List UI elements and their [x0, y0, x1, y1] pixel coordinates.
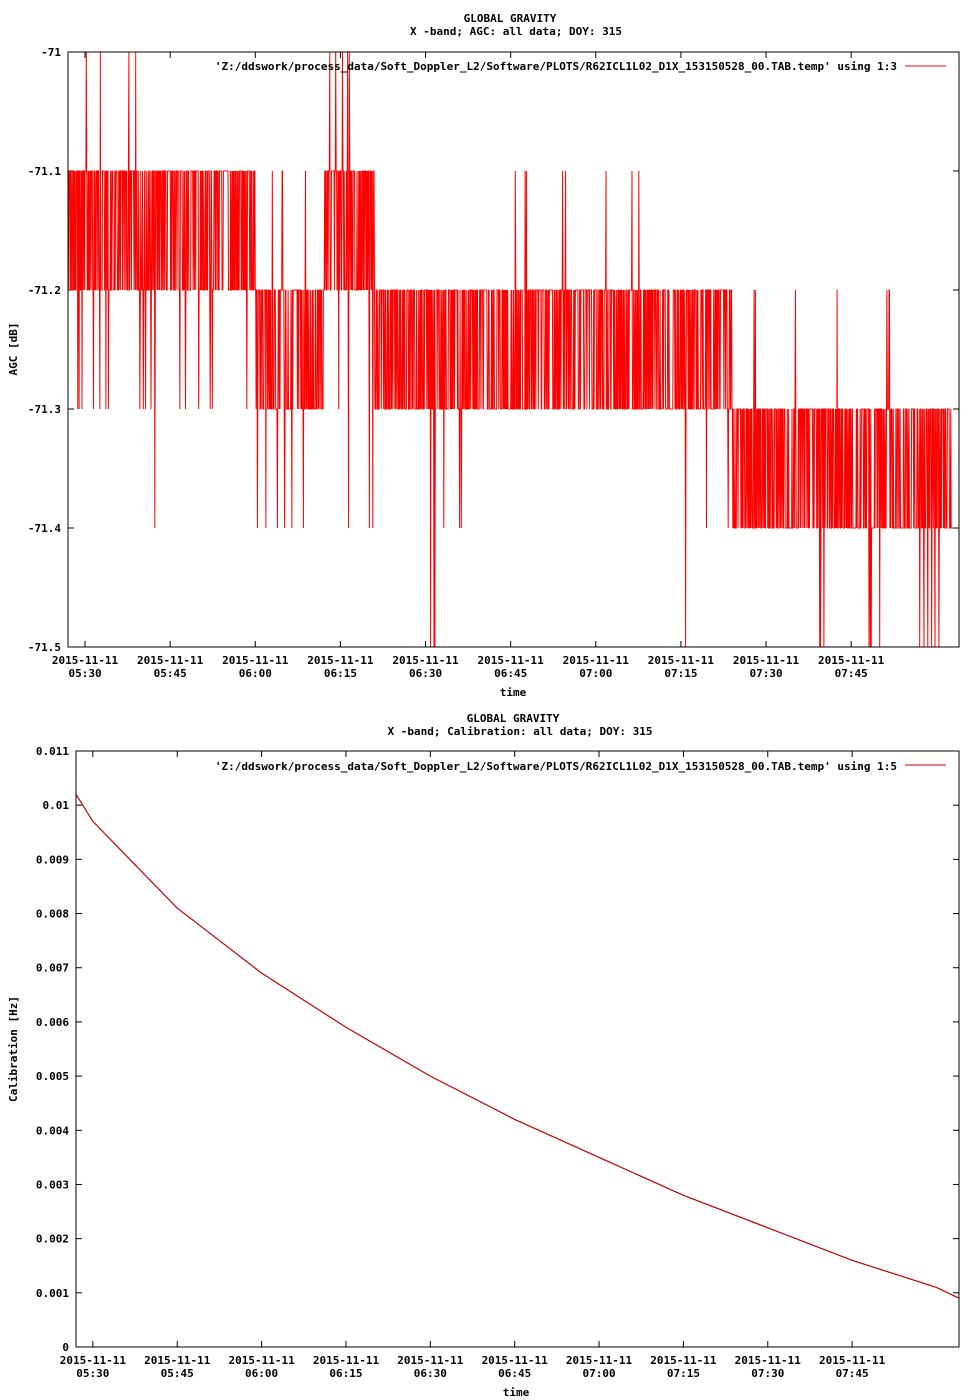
agc-y-tick-label: -71.2 — [28, 284, 61, 297]
calibration-y-tick-label: 0.01 — [43, 799, 70, 812]
calibration-x-tick-date: 2015-11-11 — [60, 1354, 127, 1367]
agc-x-tick-date: 2015-11-11 — [307, 654, 374, 667]
calibration-series — [75, 793, 960, 1299]
calibration-legend: 'Z:/ddswork/process_data/Soft_Doppler_L2… — [215, 760, 946, 773]
calibration-x-tick-date: 2015-11-11 — [650, 1354, 717, 1367]
calibration-y-tick-label: 0.006 — [36, 1016, 69, 1029]
agc-chart-subtitle: X -band; AGC: all data; DOY: 315 — [410, 25, 622, 38]
agc-x-tick-date: 2015-11-11 — [563, 654, 630, 667]
agc-x-tick-time: 07:00 — [579, 667, 612, 680]
agc-x-tick-date: 2015-11-11 — [478, 654, 545, 667]
calibration-x-tick-time: 06:15 — [329, 1367, 362, 1380]
calibration-x-tick-time: 05:45 — [161, 1367, 194, 1380]
calibration-y-tick-label: 0.005 — [36, 1070, 69, 1083]
agc-y-tick-label: -71 — [41, 46, 61, 59]
calibration-x-tick-date: 2015-11-11 — [482, 1354, 549, 1367]
calibration-legend-label: 'Z:/ddswork/process_data/Soft_Doppler_L2… — [215, 760, 897, 773]
agc-series — [67, 51, 953, 648]
agc-x-axis-label: time — [500, 686, 527, 699]
agc-x-tick-date: 2015-11-11 — [137, 654, 204, 667]
agc-chart: GLOBAL GRAVITY X -band; AGC: all data; D… — [7, 12, 960, 699]
agc-y-ticks: -71 -71.1 -71.2 -71.3 -71.4 -71.5 — [28, 46, 959, 654]
calibration-x-tick-date: 2015-11-11 — [566, 1354, 633, 1367]
agc-x-tick-date: 2015-11-11 — [648, 654, 715, 667]
agc-y-tick-label: -71.1 — [28, 165, 61, 178]
agc-x-tick-time: 05:45 — [154, 667, 187, 680]
agc-legend-label: 'Z:/ddswork/process_data/Soft_Doppler_L2… — [215, 60, 897, 73]
agc-x-ticks: 2015-11-1105:302015-11-1105:452015-11-11… — [52, 52, 885, 680]
agc-x-tick-time: 06:00 — [239, 667, 272, 680]
agc-y-tick-label: -71.4 — [28, 522, 61, 535]
calibration-x-tick-time: 06:30 — [414, 1367, 447, 1380]
agc-chart-title: GLOBAL GRAVITY — [464, 12, 557, 25]
calibration-series-line — [75, 793, 960, 1299]
calibration-x-tick-date: 2015-11-11 — [144, 1354, 211, 1367]
calibration-y-tick-label: 0.003 — [36, 1178, 69, 1191]
calibration-x-tick-time: 07:00 — [582, 1367, 615, 1380]
calibration-chart-title: GLOBAL GRAVITY — [467, 712, 560, 725]
calibration-x-tick-time: 07:30 — [751, 1367, 784, 1380]
calibration-chart: GLOBAL GRAVITY X -band; Calibration: all… — [7, 712, 960, 1399]
agc-x-tick-time: 06:45 — [494, 667, 527, 680]
calibration-x-tick-date: 2015-11-11 — [228, 1354, 295, 1367]
agc-x-tick-time: 07:45 — [835, 667, 868, 680]
calibration-x-ticks: 2015-11-1105:302015-11-1105:452015-11-11… — [60, 751, 886, 1380]
agc-legend: 'Z:/ddswork/process_data/Soft_Doppler_L2… — [215, 60, 946, 73]
calibration-x-tick-time: 06:45 — [498, 1367, 531, 1380]
agc-x-tick-time: 06:15 — [324, 667, 357, 680]
agc-x-tick-date: 2015-11-11 — [52, 654, 119, 667]
calibration-x-tick-time: 05:30 — [76, 1367, 109, 1380]
calibration-x-tick-date: 2015-11-11 — [397, 1354, 464, 1367]
agc-x-tick-time: 05:30 — [68, 667, 101, 680]
calibration-y-axis-label: Calibration [Hz] — [7, 996, 20, 1102]
agc-x-tick-time: 07:30 — [749, 667, 782, 680]
agc-x-tick-date: 2015-11-11 — [818, 654, 885, 667]
agc-y-tick-label: -71.5 — [28, 641, 61, 654]
calibration-x-tick-time: 07:15 — [667, 1367, 700, 1380]
calibration-y-tick-label: 0.007 — [36, 962, 69, 975]
calibration-y-tick-label: 0.002 — [36, 1233, 69, 1246]
calibration-x-tick-time: 06:00 — [245, 1367, 278, 1380]
calibration-chart-subtitle: X -band; Calibration: all data; DOY: 315 — [388, 725, 653, 738]
calibration-y-tick-label: 0 — [62, 1341, 69, 1354]
agc-series-line — [67, 51, 953, 648]
agc-x-tick-time: 06:30 — [409, 667, 442, 680]
agc-y-axis-label: AGC [dB] — [7, 323, 20, 376]
calibration-y-tick-label: 0.008 — [36, 908, 69, 921]
calibration-x-axis-label: time — [503, 1386, 530, 1399]
calibration-y-tick-label: 0.009 — [36, 853, 69, 866]
calibration-y-tick-label: 0.001 — [36, 1287, 69, 1300]
calibration-x-tick-date: 2015-11-11 — [819, 1354, 886, 1367]
calibration-y-tick-label: 0.011 — [36, 745, 69, 758]
calibration-y-tick-label: 0.004 — [36, 1124, 69, 1137]
agc-x-tick-date: 2015-11-11 — [222, 654, 289, 667]
calibration-x-tick-date: 2015-11-11 — [735, 1354, 802, 1367]
calibration-x-tick-time: 07:45 — [836, 1367, 869, 1380]
agc-y-tick-label: -71.3 — [28, 403, 61, 416]
agc-x-tick-date: 2015-11-11 — [392, 654, 459, 667]
calibration-x-tick-date: 2015-11-11 — [313, 1354, 380, 1367]
calibration-y-ticks: 0 0.001 0.002 0.003 0.004 0.005 0.006 0.007 0.00… — [36, 745, 959, 1354]
calibration-plot-frame — [75, 750, 960, 1348]
agc-x-tick-time: 07:15 — [664, 667, 697, 680]
agc-plot-frame — [67, 51, 960, 648]
agc-x-tick-date: 2015-11-11 — [733, 654, 800, 667]
